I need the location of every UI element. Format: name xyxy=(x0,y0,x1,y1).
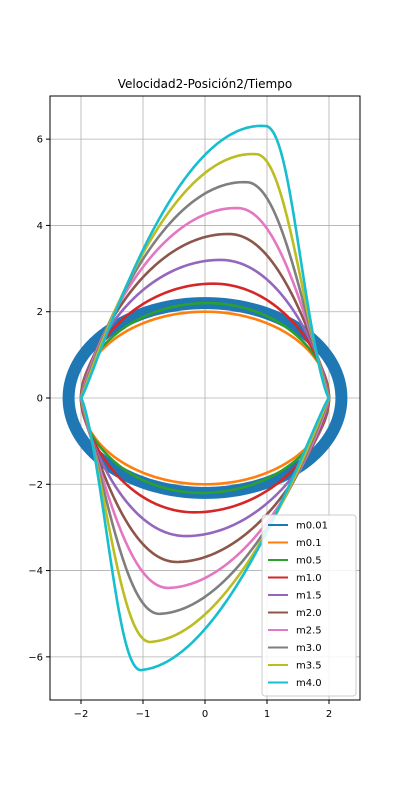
x-tick-label: 1 xyxy=(264,709,270,720)
legend: m0.01 m0.1 m0.5 m1.0 m1.5 m2.0 m2.5 m3.0 m3.5 m4.… xyxy=(261,514,357,697)
y-tick-label: 6 xyxy=(37,135,43,146)
y-tick-label: 0 xyxy=(37,394,43,405)
legend-label: m0.5 xyxy=(296,556,322,567)
legend-label: m1.5 xyxy=(296,591,322,602)
x-tick-label: 0 xyxy=(202,709,208,720)
axis-ticks: −2 −1 0 1 2 −6 −4 −2 0 2 4 6 xyxy=(28,135,332,720)
y-tick-label: −6 xyxy=(28,652,43,663)
legend-label: m1.0 xyxy=(296,573,322,584)
y-tick-label: 2 xyxy=(37,307,43,318)
series-layer xyxy=(62,124,348,672)
y-tick-label: 4 xyxy=(37,221,43,232)
legend-label: m2.0 xyxy=(296,608,322,619)
series-line-m0.01 xyxy=(62,297,348,499)
x-tick-label: −1 xyxy=(136,709,151,720)
legend-label: m0.01 xyxy=(296,521,328,532)
y-tick-label: −4 xyxy=(28,566,43,577)
y-tick-label: −2 xyxy=(28,480,43,491)
x-tick-label: 2 xyxy=(326,709,332,720)
legend-label: m3.0 xyxy=(296,643,322,654)
legend-label: m0.1 xyxy=(296,538,322,549)
chart-title: Velocidad2-Posición2/Tiempo xyxy=(118,77,292,91)
legend-label: m2.5 xyxy=(296,626,322,637)
legend-label: m3.5 xyxy=(296,661,322,672)
series-line-m4.0 xyxy=(79,124,331,672)
legend-label: m4.0 xyxy=(296,678,322,689)
x-tick-label: −2 xyxy=(74,709,89,720)
